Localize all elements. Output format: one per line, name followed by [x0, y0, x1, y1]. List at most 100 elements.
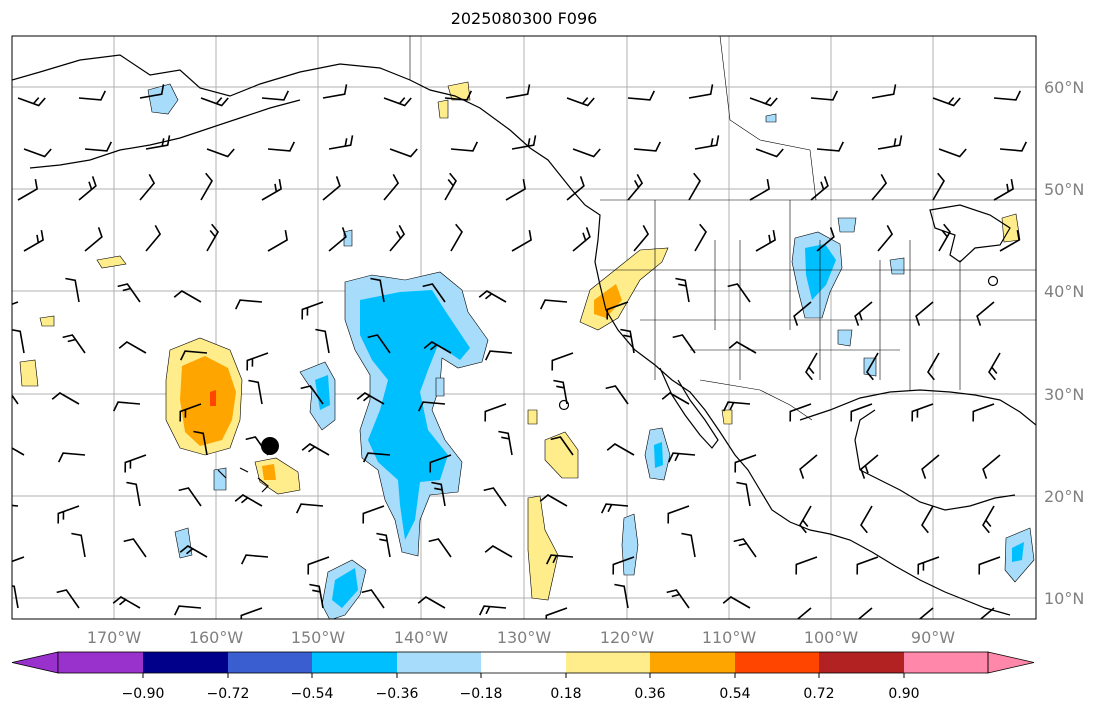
wind-barb: [539, 299, 568, 310]
wind-barb: [328, 135, 354, 150]
wind-barb: [193, 430, 208, 456]
wind-barb: [56, 589, 80, 609]
wind-barb: [722, 596, 751, 609]
wind-barb: [123, 538, 147, 558]
wind-barb: [376, 532, 391, 558]
wind-barb: [84, 141, 113, 152]
wind-barb: [789, 403, 812, 422]
wind-barb: [12, 394, 19, 405]
wind-barb: [240, 554, 269, 565]
wind-barb: [118, 341, 147, 354]
wind-barb: [484, 545, 513, 558]
wind-barb: [51, 392, 80, 405]
wind-barb: [112, 401, 141, 412]
wind-barb: [982, 505, 995, 534]
wind-barb: [938, 148, 967, 158]
wind-barb: [179, 545, 208, 558]
wind-barb: [856, 556, 879, 575]
wind-barb: [877, 135, 903, 150]
wind-barb: [979, 607, 995, 619]
wind-barb: [736, 481, 751, 507]
wind-barb: [620, 328, 635, 354]
wind-barb: [755, 148, 784, 158]
wind-barb: [551, 352, 574, 371]
wind-barb: [795, 556, 818, 575]
latitude-labels: 60°N 50°N 40°N 30°N 20°N 10°N: [1044, 78, 1084, 608]
wind-barb: [988, 352, 1001, 381]
wind-barb: [918, 607, 934, 619]
colorbar-segment: [566, 652, 650, 673]
colorbar-segment: [481, 652, 566, 673]
wind-barb: [749, 178, 770, 201]
gulf-of-mexico-coast: [799, 389, 1036, 426]
wind-barb: [666, 589, 690, 609]
wind-barb: [667, 505, 690, 524]
lon-label: 130°W: [497, 628, 552, 647]
wind-barb: [23, 229, 44, 252]
wind-barb: [612, 556, 635, 575]
wind-barb: [672, 334, 696, 354]
wind-barb: [17, 178, 38, 201]
wind-barb: [572, 227, 591, 252]
wind-barb: [450, 141, 479, 152]
wind-barb: [860, 454, 879, 479]
wind-barb: [307, 556, 330, 575]
lat-label: 60°N: [1044, 78, 1084, 97]
wind-barb: [694, 223, 707, 252]
wind-barb: [972, 403, 995, 422]
wind-barb: [12, 328, 25, 354]
wind-barb: [234, 494, 263, 507]
wind-barb: [65, 277, 80, 303]
wind-barb: [688, 84, 714, 99]
colorbar-segment: [819, 652, 904, 673]
wind-barb: [383, 174, 400, 201]
wind-barb: [309, 583, 324, 609]
wind-barb: [999, 229, 1020, 252]
wind-barb: [261, 90, 290, 101]
map-frame: [11, 35, 1037, 620]
wind-barb: [23, 148, 52, 158]
wind-barb: [498, 430, 513, 456]
wind-barb: [694, 135, 720, 150]
colorbar-segment: [312, 652, 397, 673]
wind-barb: [84, 227, 103, 252]
lon-label: 150°W: [291, 628, 346, 647]
wind-barb: [976, 301, 995, 326]
wind-barb: [139, 174, 156, 201]
lon-label: 90°W: [911, 628, 955, 647]
lat-label: 30°N: [1044, 385, 1084, 404]
lon-label: 170°W: [87, 628, 142, 647]
wind-barb: [78, 90, 107, 101]
wind-barb: [993, 90, 1022, 101]
wind-barb: [866, 352, 879, 381]
lat-label: 20°N: [1044, 487, 1084, 506]
wind-barb: [606, 443, 635, 456]
longitude-labels: 170°W 160°W 150°W 140°W 130°W 120°W 110°…: [87, 628, 955, 647]
colorbar-tick-label: −0.90: [122, 686, 165, 702]
wind-barb: [850, 403, 873, 422]
wind-barb: [667, 452, 696, 463]
wind-barb: [505, 84, 531, 99]
wind-barb: [246, 352, 269, 371]
wind-barb: [553, 379, 568, 405]
colorbar-segment: [143, 652, 228, 673]
wind-barb: [805, 352, 818, 381]
wind-barb: [484, 403, 507, 422]
wind-barb: [417, 596, 446, 609]
wind-barb: [675, 277, 690, 303]
colorbar-extension-low: [11, 651, 59, 674]
wind-barb: [431, 481, 446, 507]
wind-barb: [932, 172, 945, 201]
wind-barb: [915, 301, 934, 326]
wind-barb: [661, 392, 690, 405]
wind-barb: [871, 84, 897, 99]
wind-barb: [261, 178, 282, 201]
wind-barb: [145, 135, 171, 150]
wind-barb: [57, 505, 80, 524]
wind-barb: [117, 283, 141, 303]
wind-barb: [206, 148, 235, 158]
wind-barb: [178, 487, 202, 507]
wind-barb: [927, 352, 940, 381]
wind-barb: [755, 229, 776, 252]
wind-barb: [911, 403, 934, 422]
